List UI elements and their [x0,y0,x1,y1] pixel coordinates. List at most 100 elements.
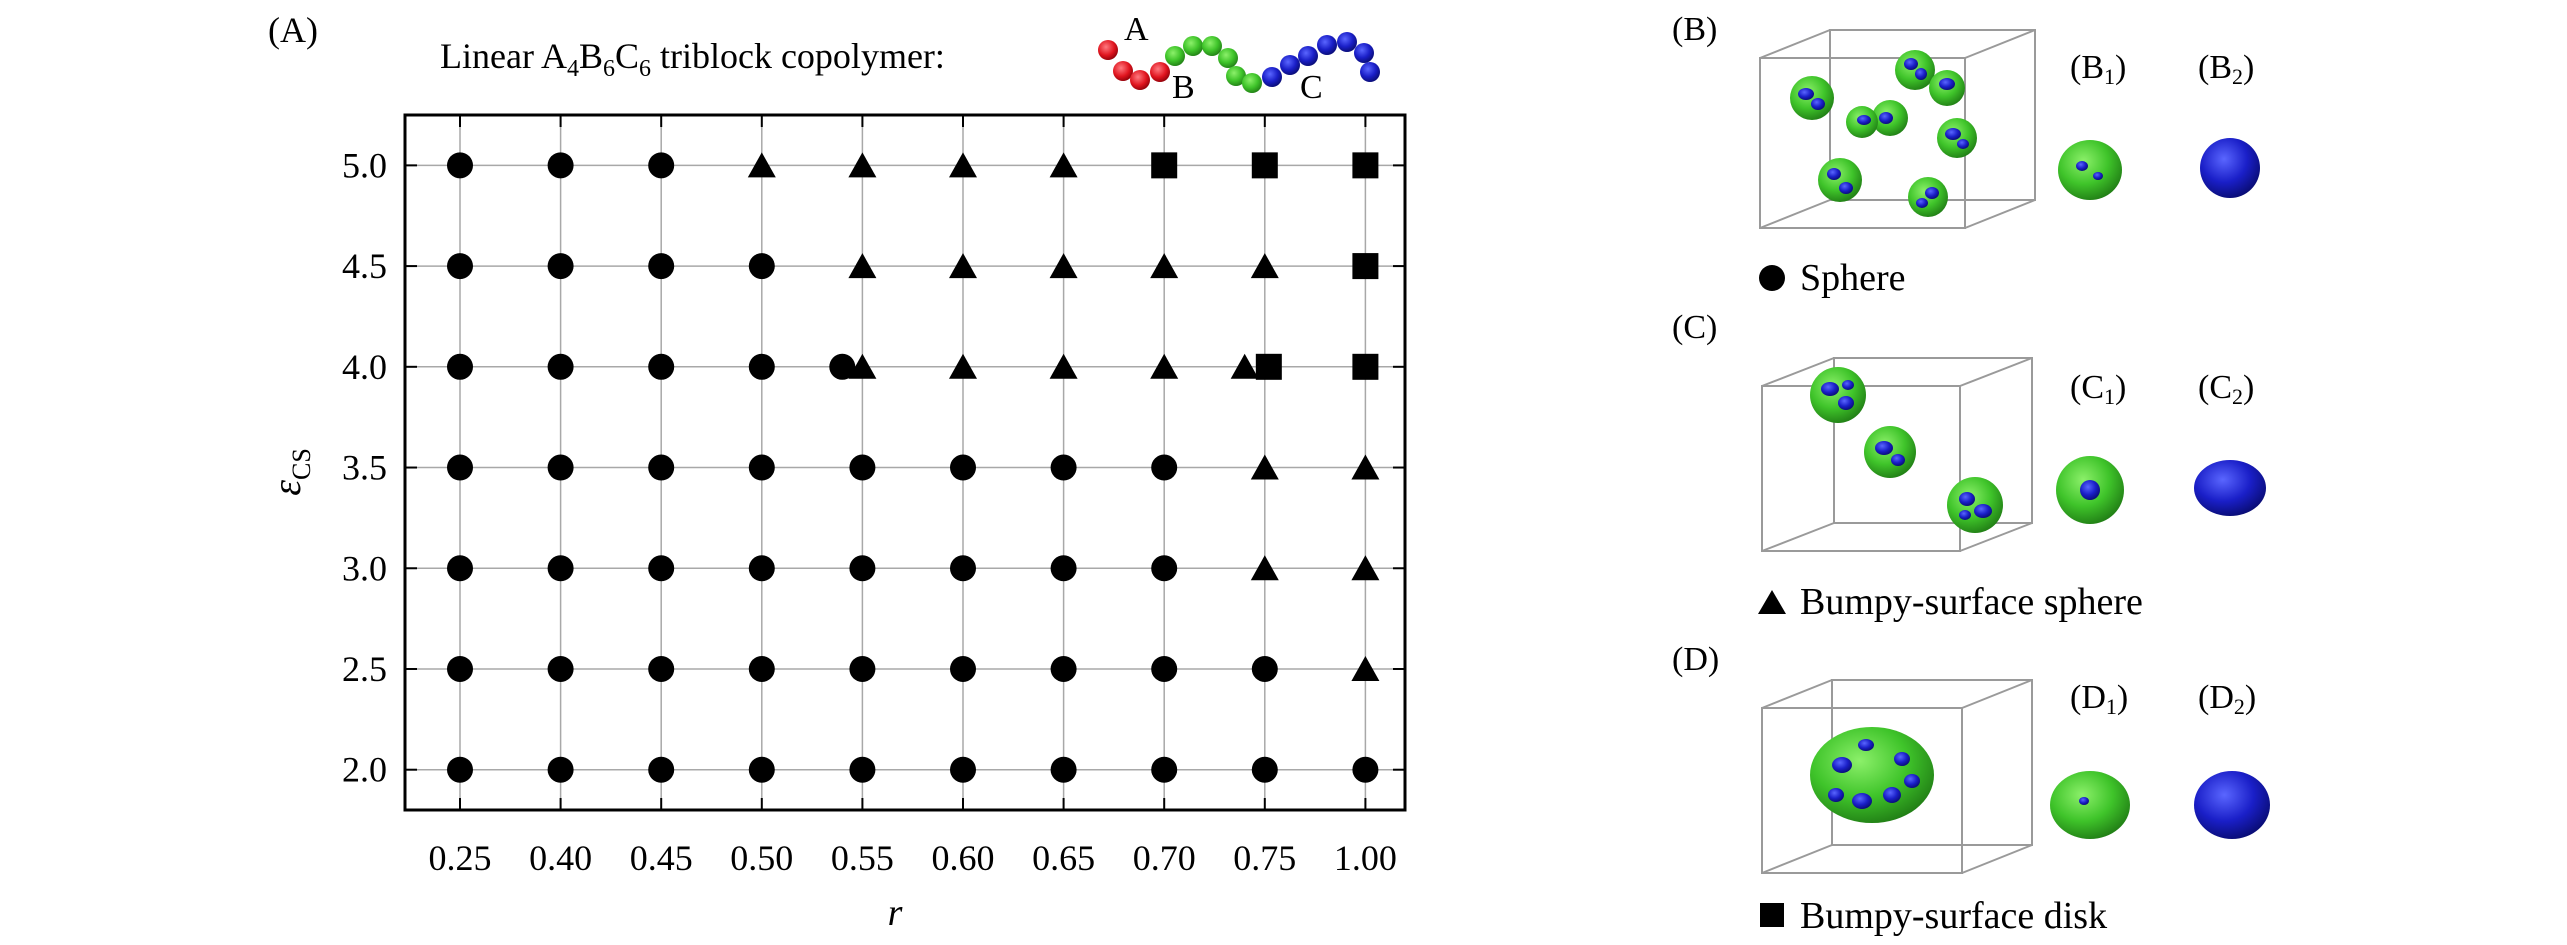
point-bumpy-sphere [1250,555,1279,581]
x-tick-label: 1.00 [1334,838,1397,878]
point-bumpy-sphere [848,353,877,379]
legend-sphere-label: Sphere [1800,257,1906,299]
point-sphere [1050,555,1077,582]
panel-label-a: (A) [268,10,318,50]
box-back-face [1833,357,2033,524]
box-edge [1961,679,2033,709]
micelle-shell [1895,50,1935,90]
point-bumpy-sphere [1150,353,1179,379]
box-edge [1959,522,2033,552]
point-sphere [748,756,775,783]
point-bumpy-sphere [1150,253,1179,279]
y-tick-label: 3.5 [342,448,387,488]
box-edge [1761,522,1835,552]
point-sphere [849,655,876,682]
micelle-shell [1818,158,1862,202]
chain-bead-b [1183,36,1203,56]
chain-bead-a [1113,61,1133,81]
y-tick-label: 5.0 [342,145,387,185]
chain-label-a: A [1124,11,1149,48]
micelle-b [1818,158,1862,202]
point-bumpy-sphere [747,152,776,178]
micelle-c2-core [2194,460,2266,516]
header-c: C [615,36,639,76]
x-tick-label: 0.45 [630,838,693,878]
point-bumpy-disk [1251,152,1278,179]
chain-bead-b [1226,66,1246,86]
chain-bead-b [1202,36,1222,56]
chain-bead-c [1280,55,1300,75]
box-edge [1761,357,1835,387]
point-sphere [1251,655,1278,682]
point-sphere [748,555,775,582]
chain-bead-c [1360,62,1380,82]
micelle-core-patch [2076,161,2088,171]
header-sub-b: 6 [603,56,615,82]
point-sphere [829,353,856,380]
point-sphere [547,152,574,179]
chain-bead-c [1262,67,1282,87]
point-sphere [1151,756,1178,783]
point-bumpy-sphere [949,353,977,379]
micelle-core-patch [1974,504,1992,518]
header-sub-c: 6 [639,56,651,82]
micelle-c1-shell [2056,456,2124,524]
point-sphere [1251,756,1278,783]
panel-label-d: (D) [1672,641,1719,678]
point-sphere [547,454,574,481]
x-tick-label: 0.60 [932,838,995,878]
box-edge [1964,29,2036,59]
point-bumpy-sphere [1250,454,1279,480]
micelle-core-patch [1857,115,1871,125]
x-tick-label: 0.25 [429,838,492,878]
panel-label-c2: (C2) [2198,369,2254,409]
box-edge [1964,199,2036,229]
scatter-plot: 0.25 0.40 0.45 0.50 0.55 0.60 0.65 0.70 0.75 1.00… [342,113,1407,878]
point-bumpy-disk [1352,152,1379,179]
header-sub-a: 4 [567,56,579,82]
box-edge [1961,844,2033,874]
micelle-shell [2058,140,2122,200]
point-bumpy-sphere [1351,555,1380,581]
micelle-d1-shell [2050,771,2130,839]
point-bumpy-sphere [949,152,977,178]
micelle-b [1846,106,1878,138]
micelle-core-patch [2079,797,2089,805]
point-sphere [748,454,775,481]
micelle-core-patch [1939,78,1955,90]
micelle-core-patch [1891,454,1905,466]
chain-bead-a [1098,40,1118,60]
micelle-core-patch [1842,380,1854,390]
y-tick-label: 3.0 [342,548,387,588]
micelle-core-patch [1858,739,1874,751]
point-bumpy-sphere [1049,353,1078,379]
box-front-face [1761,707,1963,874]
micelle-core-patch [1821,382,1839,396]
point-sphere [849,555,876,582]
micelle-core-patch [1959,492,1975,506]
point-bumpy-sphere [1351,454,1380,480]
micelle-core-patch [1827,168,1841,180]
point-bumpy-sphere [848,152,877,178]
point-sphere [950,655,976,682]
point-sphere [648,454,675,481]
panel-label-c1: (C1) [2070,369,2126,409]
y-tick-label: 4.5 [342,246,387,286]
panel-label-b: (B) [1672,11,1717,48]
micelle-shell [1810,367,1866,423]
micelle-shell [1947,477,2003,533]
header-prefix: Linear A [440,36,567,76]
point-bumpy-sphere [1049,152,1078,178]
micelle-shell [2050,771,2130,839]
micelle-core-patch [1852,793,1872,809]
point-sphere [1151,555,1178,582]
point-sphere [648,555,675,582]
micelle-b [1929,70,1965,106]
chain-label-b: B [1172,69,1195,106]
point-sphere [447,756,473,783]
point-bumpy-sphere [949,253,977,279]
point-sphere [1050,756,1077,783]
micelle-core-patch [1904,774,1920,788]
micelle-core-patch [1894,752,1910,766]
